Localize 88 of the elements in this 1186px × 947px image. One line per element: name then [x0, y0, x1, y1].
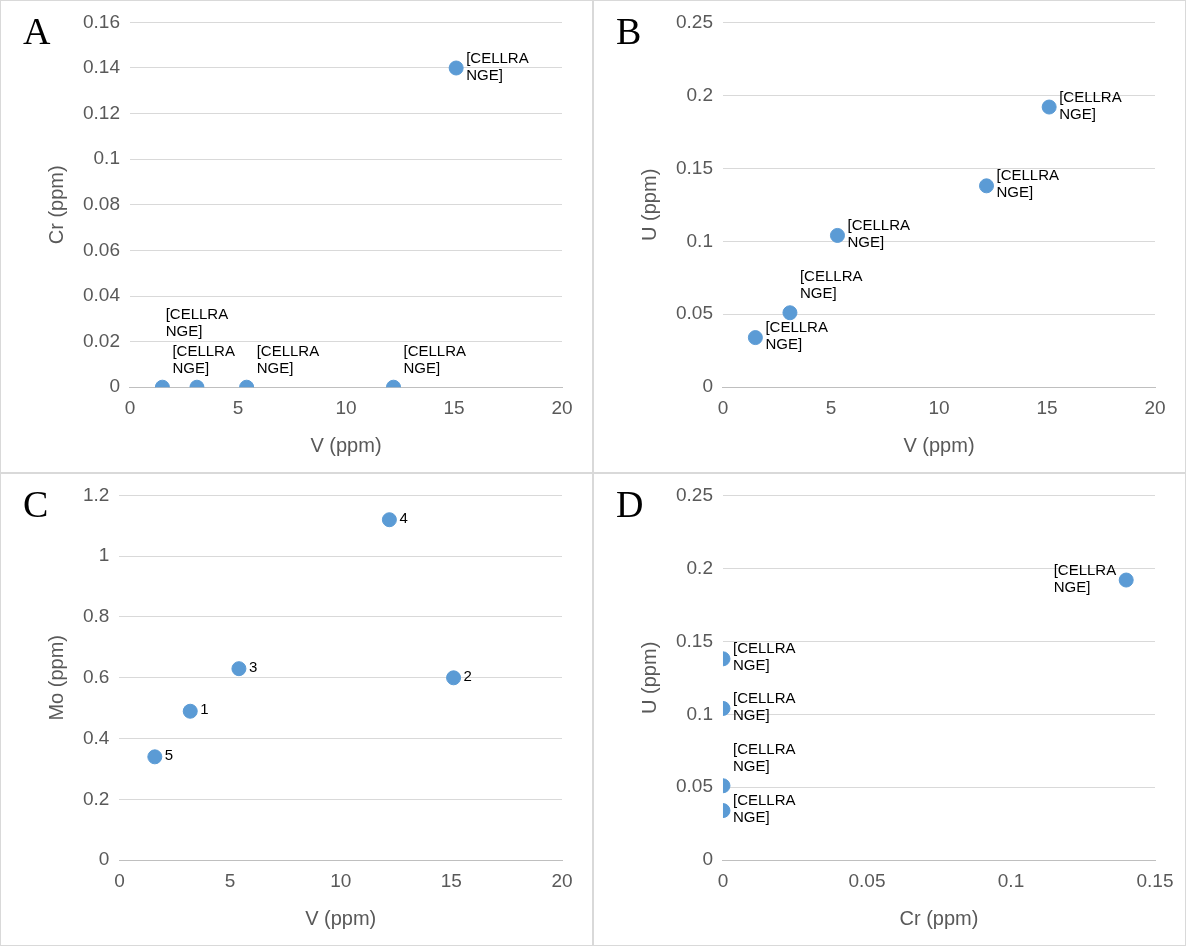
- point: [147, 749, 163, 765]
- data-label: [CELLRANGE]: [466, 48, 529, 83]
- data-label: [CELLRANGE]: [765, 318, 828, 353]
- annotation: 3: [248, 657, 258, 675]
- data-label: [CELLRANGE]: [732, 740, 796, 775]
- x-tick-label: 0.05: [848, 869, 886, 891]
- data-label: [CELLRANGE]: [1053, 560, 1117, 595]
- x-axis-title: V (ppm): [310, 433, 382, 456]
- y-tick-label: 0.04: [83, 284, 121, 306]
- x-tick-label: 0.15: [1136, 869, 1174, 891]
- y-tick-label: 0.2: [82, 787, 110, 809]
- x-tick-label: 15: [443, 396, 465, 418]
- y-tick-label: 0.16: [83, 10, 120, 32]
- y-tick-label: 0.02: [83, 329, 120, 351]
- data-label: [CELLRANGE]: [732, 791, 796, 826]
- point: [829, 227, 845, 243]
- y-tick-label: 0.2: [686, 556, 713, 578]
- y-tick-label: 0.15: [676, 629, 713, 651]
- data-label: [CELLRANGE]: [732, 689, 796, 724]
- data-label: [CELLRANGE]: [1059, 87, 1122, 122]
- y-tick-label: 0.05: [676, 775, 713, 797]
- y-tick-label: 0.4: [82, 726, 110, 748]
- x-tick-label: 20: [551, 869, 573, 891]
- x-tick-label: 0.1: [997, 869, 1025, 891]
- x-tick-label: 0: [124, 396, 136, 418]
- y-tick-label: 1: [98, 544, 110, 566]
- y-axis-title: U (ppm): [637, 641, 660, 714]
- y-tick-label: 0: [702, 848, 713, 870]
- data-label: [CELLRANGE]: [172, 341, 235, 376]
- data-label: [CELLRANGE]: [403, 341, 467, 376]
- point: [446, 670, 462, 686]
- data-label: [CELLRANGE]: [165, 304, 229, 339]
- annotation: 4: [399, 508, 408, 526]
- y-tick-label: 0.06: [83, 238, 120, 260]
- y-axis-title: U (ppm): [637, 168, 660, 241]
- data-label: [CELLRANGE]: [799, 267, 863, 302]
- y-tick-label: 0: [702, 375, 713, 397]
- y-tick-label: 0.05: [676, 302, 713, 324]
- x-axis-title: V (ppm): [305, 906, 377, 929]
- x-axis-title: Cr (ppm): [899, 906, 979, 929]
- annotation: 2: [463, 666, 472, 684]
- y-tick-label: 0.25: [676, 483, 713, 505]
- chart-title: A: [23, 9, 51, 53]
- point: [782, 305, 798, 321]
- data-label: [CELLRANGE]: [847, 216, 910, 251]
- x-tick-label: 10: [335, 396, 357, 418]
- x-tick-label: 5: [232, 396, 244, 418]
- y-tick-label: 0.2: [686, 83, 713, 105]
- y-axis-title: Cr (ppm): [44, 165, 67, 245]
- x-tick-label: 0: [717, 869, 729, 891]
- y-tick-label: 0.15: [676, 156, 713, 178]
- point: [381, 512, 397, 528]
- annotation: 1: [200, 700, 209, 718]
- y-tick-label: 0.25: [676, 10, 713, 32]
- x-tick-label: 10: [330, 869, 352, 891]
- y-tick-label: 1.2: [82, 483, 110, 505]
- data-label: [CELLRANGE]: [732, 639, 796, 674]
- x-tick-label: 20: [551, 396, 573, 418]
- x-tick-label: 0: [717, 396, 729, 418]
- x-axis-title: V (ppm): [903, 433, 975, 456]
- chart-title: C: [23, 482, 49, 526]
- y-tick-label: 0: [98, 848, 110, 870]
- y-tick-label: 0.6: [82, 666, 110, 688]
- y-tick-label: 0.8: [82, 605, 110, 627]
- data-label: [CELLRANGE]: [996, 166, 1060, 201]
- chart-title: D: [616, 482, 644, 526]
- x-tick-label: 5: [825, 396, 837, 418]
- y-tick-label: 0.12: [83, 101, 120, 123]
- point: [1041, 99, 1057, 115]
- point: [747, 330, 763, 346]
- y-tick-label: 0: [109, 375, 120, 397]
- y-tick-label: 0.14: [83, 56, 121, 78]
- data-label: [CELLRANGE]: [256, 341, 320, 376]
- x-tick-label: 15: [440, 869, 462, 891]
- y-axis-title: Mo (ppm): [44, 635, 67, 721]
- x-tick-label: 5: [224, 869, 236, 891]
- annotation: 5: [164, 745, 174, 763]
- y-tick-label: 0.1: [686, 702, 713, 724]
- chart-title: B: [616, 9, 642, 53]
- point: [979, 178, 995, 194]
- x-tick-label: 20: [1144, 396, 1166, 418]
- point: [231, 661, 247, 677]
- x-tick-label: 15: [1036, 396, 1058, 418]
- y-tick-label: 0.1: [686, 229, 713, 251]
- point: [182, 703, 198, 719]
- x-tick-label: 10: [928, 396, 950, 418]
- y-tick-label: 0.08: [83, 193, 120, 215]
- y-tick-label: 0.1: [93, 147, 120, 169]
